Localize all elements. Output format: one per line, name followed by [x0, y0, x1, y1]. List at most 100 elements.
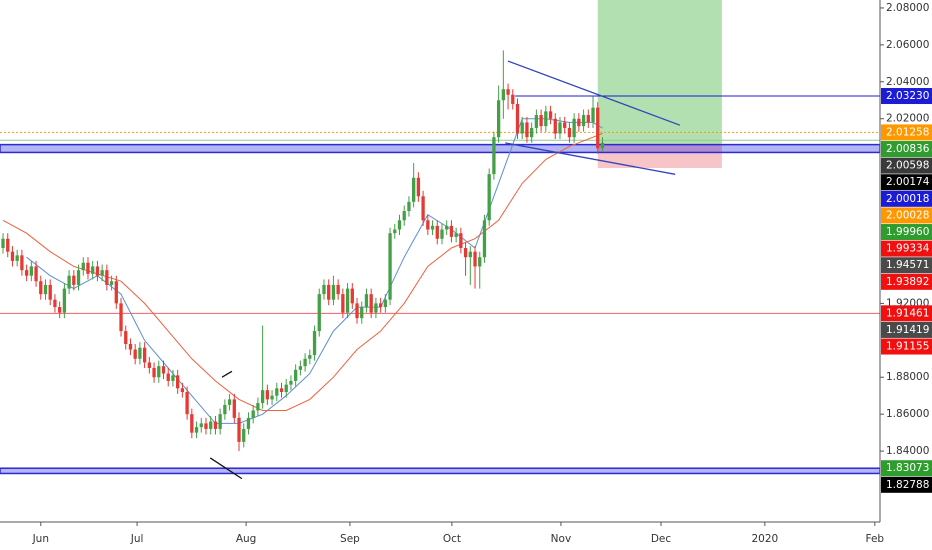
candle-body	[421, 196, 425, 221]
candle-body	[393, 229, 397, 234]
candle-body	[303, 358, 307, 367]
candle-body	[161, 366, 166, 374]
candle-body	[430, 225, 435, 230]
candle-body	[445, 225, 449, 230]
candle-body	[364, 294, 369, 308]
candle-body	[345, 288, 350, 313]
candle-body	[204, 423, 208, 429]
candle-body	[567, 127, 572, 138]
candle-body	[176, 375, 180, 389]
candle-body	[171, 375, 175, 381]
candle-body	[289, 380, 293, 385]
candle-body	[76, 270, 81, 285]
candle-body	[24, 270, 29, 276]
price-label: 1.94571	[886, 259, 929, 271]
price-label: 1.91155	[886, 341, 929, 353]
candle-body	[553, 118, 557, 134]
candle-body	[317, 294, 321, 332]
x-tick-label: Dec	[651, 533, 672, 545]
x-tick-label: Aug	[236, 533, 257, 545]
candle-body	[48, 284, 52, 300]
candle-body	[119, 303, 123, 332]
price-label-box	[881, 207, 932, 224]
candle-body	[487, 174, 491, 221]
y-tick-label: 1.86000	[886, 408, 929, 420]
candle-body	[62, 288, 67, 313]
target-zone	[597, 0, 722, 145]
stop-zone	[597, 144, 722, 168]
candle-body	[534, 115, 539, 128]
candle-body	[246, 417, 251, 429]
candle-body	[67, 275, 71, 289]
candle-body	[572, 118, 576, 138]
axes: 2.080002.060002.040002.020001.920001.880…	[32, 2, 932, 545]
candle-body	[91, 266, 95, 274]
candle-body	[416, 177, 421, 197]
y-tick-label: 2.04000	[886, 76, 929, 88]
candle-body	[312, 331, 317, 356]
price-label: 1.93892	[886, 276, 929, 288]
plot-area	[0, 0, 880, 480]
candle-body	[336, 284, 340, 295]
candle-body	[459, 233, 463, 248]
candle-body	[218, 414, 222, 429]
candle-body	[213, 421, 218, 429]
price-label-box	[881, 321, 932, 338]
candle-body	[72, 275, 76, 285]
candle-body	[520, 122, 524, 134]
candle-body	[100, 270, 104, 276]
trendline	[209, 457, 243, 480]
candle-body	[147, 362, 151, 369]
candle-body	[596, 107, 600, 149]
candle-body	[506, 89, 510, 95]
candle-body	[81, 262, 85, 271]
x-tick-label: Oct	[443, 533, 461, 545]
price-label-box	[881, 157, 932, 174]
candle-body	[388, 233, 392, 300]
candle-body	[383, 299, 387, 308]
price-label: 2.00174	[886, 176, 930, 188]
price-label-box	[881, 460, 932, 477]
candle-body	[501, 89, 505, 101]
price-label: 2.00598	[886, 160, 929, 172]
candle-body	[105, 270, 109, 285]
price-label-box	[881, 124, 932, 141]
candle-body	[591, 107, 595, 123]
candle-body	[350, 288, 354, 304]
candle-body	[39, 281, 43, 295]
candle-body	[256, 403, 260, 411]
x-tick-label: Feb	[866, 533, 885, 545]
candle-body	[468, 251, 472, 258]
price-label-box	[881, 174, 932, 191]
candle-body	[440, 229, 444, 239]
candle-body	[473, 251, 477, 267]
candle-body	[331, 284, 336, 300]
candle-body	[265, 390, 269, 400]
candle-body	[397, 220, 402, 230]
price-label: 2.00028	[886, 209, 929, 221]
candle-body	[511, 94, 515, 104]
price-label: 2.00018	[886, 193, 929, 205]
candle-body	[360, 307, 364, 319]
price-label: 2.01258	[886, 126, 929, 138]
price-label: 2.03230	[886, 90, 929, 102]
candle-body	[10, 251, 15, 261]
candle-body	[185, 392, 189, 415]
candle-body	[558, 122, 562, 134]
candle-body	[539, 115, 543, 127]
x-tick-label: Nov	[551, 533, 572, 545]
price-label-box	[881, 224, 932, 241]
price-label: 1.99960	[886, 226, 929, 238]
candle-body	[515, 103, 520, 134]
candle-body	[157, 366, 161, 378]
candle-body	[53, 299, 57, 308]
candle-body	[242, 428, 246, 442]
candle-body	[322, 284, 326, 295]
candle-body	[43, 284, 48, 295]
candle-body	[412, 177, 416, 202]
candle-body	[133, 349, 137, 359]
price-label: 1.91461	[886, 307, 929, 319]
candle-body	[586, 115, 590, 123]
price-label-box	[881, 88, 932, 105]
